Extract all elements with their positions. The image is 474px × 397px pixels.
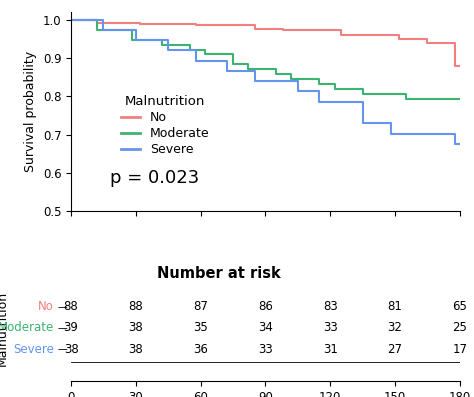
Text: 38: 38 — [128, 322, 143, 334]
Y-axis label: Survival probability: Survival probability — [24, 51, 37, 172]
Text: 36: 36 — [193, 343, 208, 356]
Text: 32: 32 — [388, 322, 402, 334]
Text: Severe: Severe — [13, 343, 54, 356]
Text: 87: 87 — [193, 300, 208, 313]
Text: —: — — [57, 323, 67, 333]
Text: Number at risk: Number at risk — [157, 266, 281, 281]
Text: 25: 25 — [452, 322, 467, 334]
Text: 39: 39 — [64, 322, 79, 334]
Text: 35: 35 — [193, 322, 208, 334]
Text: 83: 83 — [323, 300, 337, 313]
Text: —: — — [57, 302, 67, 312]
Text: Moderate: Moderate — [0, 322, 54, 334]
Text: 38: 38 — [128, 343, 143, 356]
Text: 86: 86 — [258, 300, 273, 313]
Text: 38: 38 — [64, 343, 79, 356]
Text: 33: 33 — [323, 322, 337, 334]
Text: 34: 34 — [258, 322, 273, 334]
Text: 65: 65 — [452, 300, 467, 313]
Text: p = 0.023: p = 0.023 — [110, 169, 199, 187]
Y-axis label: Malnutrition: Malnutrition — [0, 291, 9, 366]
Text: —: — — [57, 344, 67, 354]
Text: 81: 81 — [388, 300, 402, 313]
Text: 17: 17 — [452, 343, 467, 356]
Text: 88: 88 — [64, 300, 79, 313]
Text: 31: 31 — [323, 343, 337, 356]
Text: 27: 27 — [388, 343, 402, 356]
Text: 88: 88 — [128, 300, 143, 313]
Text: No: No — [38, 300, 54, 313]
Text: 33: 33 — [258, 343, 273, 356]
Legend: No, Moderate, Severe: No, Moderate, Severe — [116, 90, 215, 161]
